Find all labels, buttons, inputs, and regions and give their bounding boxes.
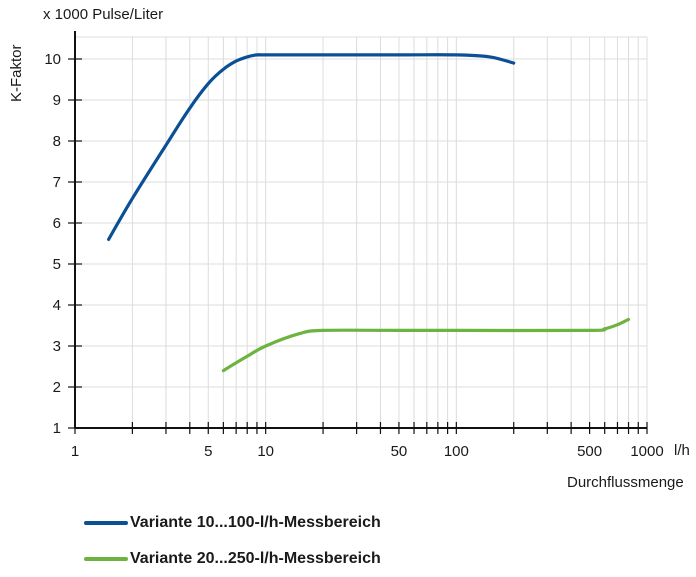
x-axis-title: Durchflussmenge bbox=[567, 474, 684, 491]
x-tick-label: 5 bbox=[204, 443, 212, 460]
labels: K-Faktor x 1000 Pulse/Liter Durchflussme… bbox=[8, 6, 690, 491]
legend-item-series-1: Variante 10...100-l/h-Messbereich bbox=[84, 514, 381, 532]
y-tick-label: 6 bbox=[53, 215, 61, 232]
y-tick-label: 8 bbox=[53, 133, 61, 150]
x-tick-label: 100 bbox=[444, 443, 469, 460]
y-tick-label: 3 bbox=[53, 338, 61, 355]
y-tick-label: 4 bbox=[53, 297, 61, 314]
x-tick-label: 1000 bbox=[630, 443, 663, 460]
series-line-2 bbox=[221, 317, 631, 373]
x-axis-unit: l/h bbox=[674, 442, 690, 459]
x-tick-label: 50 bbox=[391, 443, 408, 460]
x-tick-label: 1 bbox=[71, 443, 79, 460]
x-tick-label: 10 bbox=[257, 443, 274, 460]
y-tick-label: 9 bbox=[53, 92, 61, 109]
y-axis-unit: x 1000 Pulse/Liter bbox=[43, 6, 163, 23]
series-line-1 bbox=[107, 53, 516, 241]
y-tick-label: 7 bbox=[53, 174, 61, 191]
y-tick-label: 10 bbox=[44, 51, 61, 68]
legend-item-series-2: Variante 20...250-l/h-Messbereich bbox=[84, 550, 381, 568]
grid bbox=[75, 36, 648, 428]
series-lines bbox=[107, 53, 631, 373]
legend-label-series-1: Variante 10...100-l/h-Messbereich bbox=[130, 514, 381, 531]
y-tick-label: 5 bbox=[53, 256, 61, 273]
y-axis-title: K-Faktor bbox=[8, 44, 25, 102]
legend-swatch-series-1 bbox=[84, 521, 128, 525]
legend-label-series-2: Variante 20...250-l/h-Messbereich bbox=[130, 550, 381, 567]
axes: 1 5 10 50 100 500 1000 1 2 3 4 5 6 7 8 9 10 bbox=[44, 31, 664, 460]
y-tick-label: 1 bbox=[53, 420, 61, 437]
legend-swatch-series-2 bbox=[84, 557, 128, 561]
x-tick-label: 500 bbox=[577, 443, 602, 460]
y-tick-label: 2 bbox=[53, 379, 61, 396]
